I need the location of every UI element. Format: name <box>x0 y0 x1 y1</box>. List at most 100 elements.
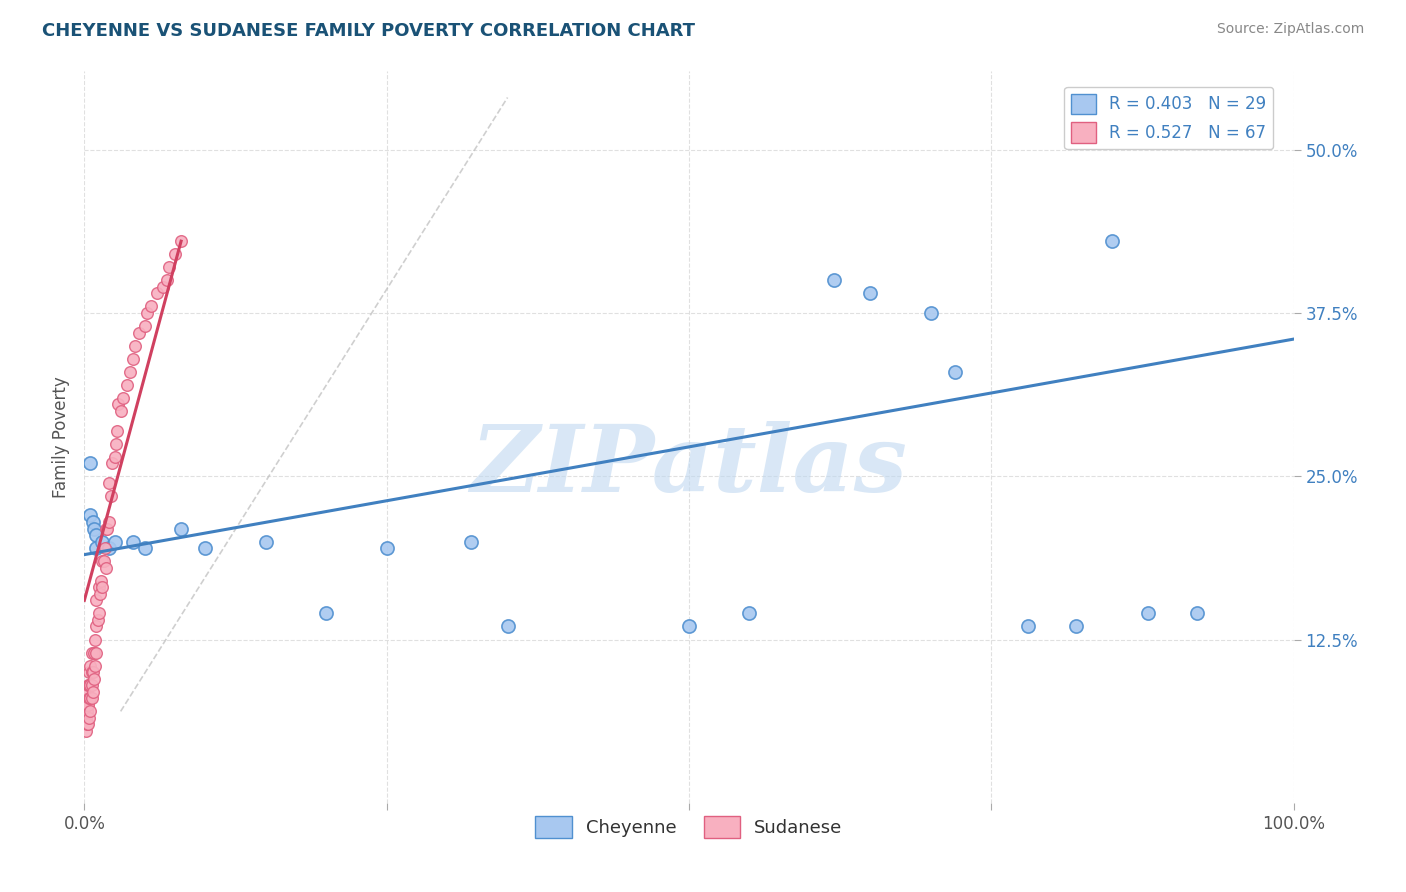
Point <box>315 607 337 621</box>
Point <box>79 691 101 706</box>
Point <box>134 319 156 334</box>
Point <box>859 286 882 301</box>
Point <box>82 665 104 680</box>
Point <box>80 646 103 660</box>
Point <box>77 717 100 731</box>
Point <box>82 685 104 699</box>
Point <box>89 587 111 601</box>
Point <box>105 424 128 438</box>
Y-axis label: Family Poverty: Family Poverty <box>52 376 70 498</box>
Point <box>77 711 100 725</box>
Point <box>134 541 156 555</box>
Point <box>104 534 127 549</box>
Point <box>77 691 100 706</box>
Point <box>1185 607 1208 621</box>
Point <box>77 698 100 712</box>
Point <box>121 351 143 366</box>
Point <box>87 607 110 621</box>
Point <box>86 619 108 633</box>
Point <box>79 658 101 673</box>
Point <box>77 678 100 692</box>
Point <box>84 658 107 673</box>
Point <box>84 632 107 647</box>
Point <box>136 306 159 320</box>
Point <box>91 554 114 568</box>
Point <box>152 280 174 294</box>
Point <box>1101 234 1123 248</box>
Point <box>80 678 103 692</box>
Point <box>76 717 98 731</box>
Point <box>155 273 177 287</box>
Text: ZIPatlas: ZIPatlas <box>471 421 907 511</box>
Point <box>77 678 100 692</box>
Point <box>77 665 100 680</box>
Point <box>75 723 97 738</box>
Point <box>86 541 108 555</box>
Point <box>124 339 146 353</box>
Point <box>100 489 122 503</box>
Point <box>157 260 180 275</box>
Point <box>115 377 138 392</box>
Point <box>920 306 942 320</box>
Text: CHEYENNE VS SUDANESE FAMILY POVERTY CORRELATION CHART: CHEYENNE VS SUDANESE FAMILY POVERTY CORR… <box>42 22 695 40</box>
Point <box>87 580 110 594</box>
Point <box>76 705 98 719</box>
Point <box>170 234 193 248</box>
Point <box>83 646 105 660</box>
Point <box>86 528 108 542</box>
Point <box>112 391 135 405</box>
Point <box>1064 619 1087 633</box>
Point <box>128 326 150 340</box>
Point <box>1137 607 1160 621</box>
Point <box>139 300 162 314</box>
Point <box>93 554 115 568</box>
Point <box>83 672 105 686</box>
Point <box>80 691 103 706</box>
Point <box>79 456 101 470</box>
Point <box>96 521 118 535</box>
Point <box>104 450 127 464</box>
Point <box>165 247 187 261</box>
Point <box>460 534 482 549</box>
Point <box>678 619 700 633</box>
Point <box>76 698 98 712</box>
Point <box>101 456 124 470</box>
Point <box>823 273 845 287</box>
Point <box>86 613 108 627</box>
Legend: Cheyenne, Sudanese: Cheyenne, Sudanese <box>529 808 849 845</box>
Point <box>110 404 132 418</box>
Point <box>79 705 101 719</box>
Point <box>97 541 120 555</box>
Text: Source: ZipAtlas.com: Source: ZipAtlas.com <box>1216 22 1364 37</box>
Point <box>91 580 114 594</box>
Point <box>1017 619 1039 633</box>
Point <box>97 515 120 529</box>
Point <box>170 521 193 535</box>
Point <box>146 286 169 301</box>
Point <box>86 593 108 607</box>
Point <box>91 534 114 549</box>
Point <box>90 574 112 588</box>
Point <box>107 397 129 411</box>
Point <box>82 515 104 529</box>
Point <box>375 541 398 555</box>
Point <box>254 534 277 549</box>
Point <box>94 541 117 555</box>
Point <box>75 711 97 725</box>
Point <box>79 678 101 692</box>
Point <box>94 521 117 535</box>
Point <box>943 365 966 379</box>
Point <box>83 521 105 535</box>
Point <box>80 665 103 680</box>
Point <box>97 475 120 490</box>
Point <box>94 560 117 574</box>
Point <box>86 646 108 660</box>
Point <box>121 534 143 549</box>
Point <box>194 541 217 555</box>
Point <box>79 508 101 523</box>
Point <box>496 619 519 633</box>
Point <box>104 436 127 450</box>
Point <box>75 698 97 712</box>
Point <box>738 607 761 621</box>
Point <box>76 685 98 699</box>
